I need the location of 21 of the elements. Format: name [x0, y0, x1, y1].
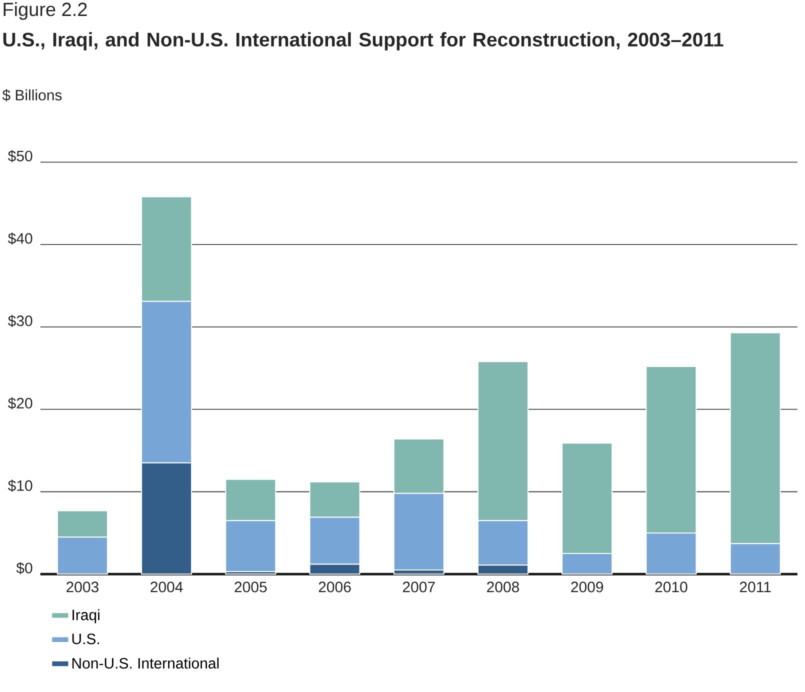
x-tick-label: 2006 [318, 582, 351, 592]
y-tick-label: $30 [8, 314, 32, 328]
x-tick-label: 2003 [66, 582, 98, 592]
x-tick-label: 2008 [487, 582, 520, 592]
x-tick-label: 2005 [234, 582, 267, 592]
y-axis-title: $ Billions [2, 89, 62, 102]
x-tick-label: 2009 [571, 582, 604, 592]
y-tick-label: $50 [8, 150, 32, 162]
y-tick-label: $40 [8, 232, 32, 245]
x-tick-label: 2011 [740, 582, 771, 592]
legend-label: U.S. [72, 634, 100, 644]
legend-label: Iraqi [72, 609, 100, 624]
y-tick-label: $20 [8, 397, 32, 410]
x-tick-label: 2010 [655, 582, 688, 592]
chart-title: U.S., Iraqi, and Non-U.S. International Support for Reconstruction, 2003–2011 [3, 32, 724, 50]
x-tick-label: 2007 [402, 582, 435, 592]
x-tick-label: 2004 [150, 582, 183, 592]
legend-label: Non-U.S. International [72, 658, 219, 669]
y-tick-label: $0 [16, 562, 32, 574]
caption: Figure 2.2 [4, 2, 87, 20]
y-tick-label: $10 [8, 480, 32, 492]
